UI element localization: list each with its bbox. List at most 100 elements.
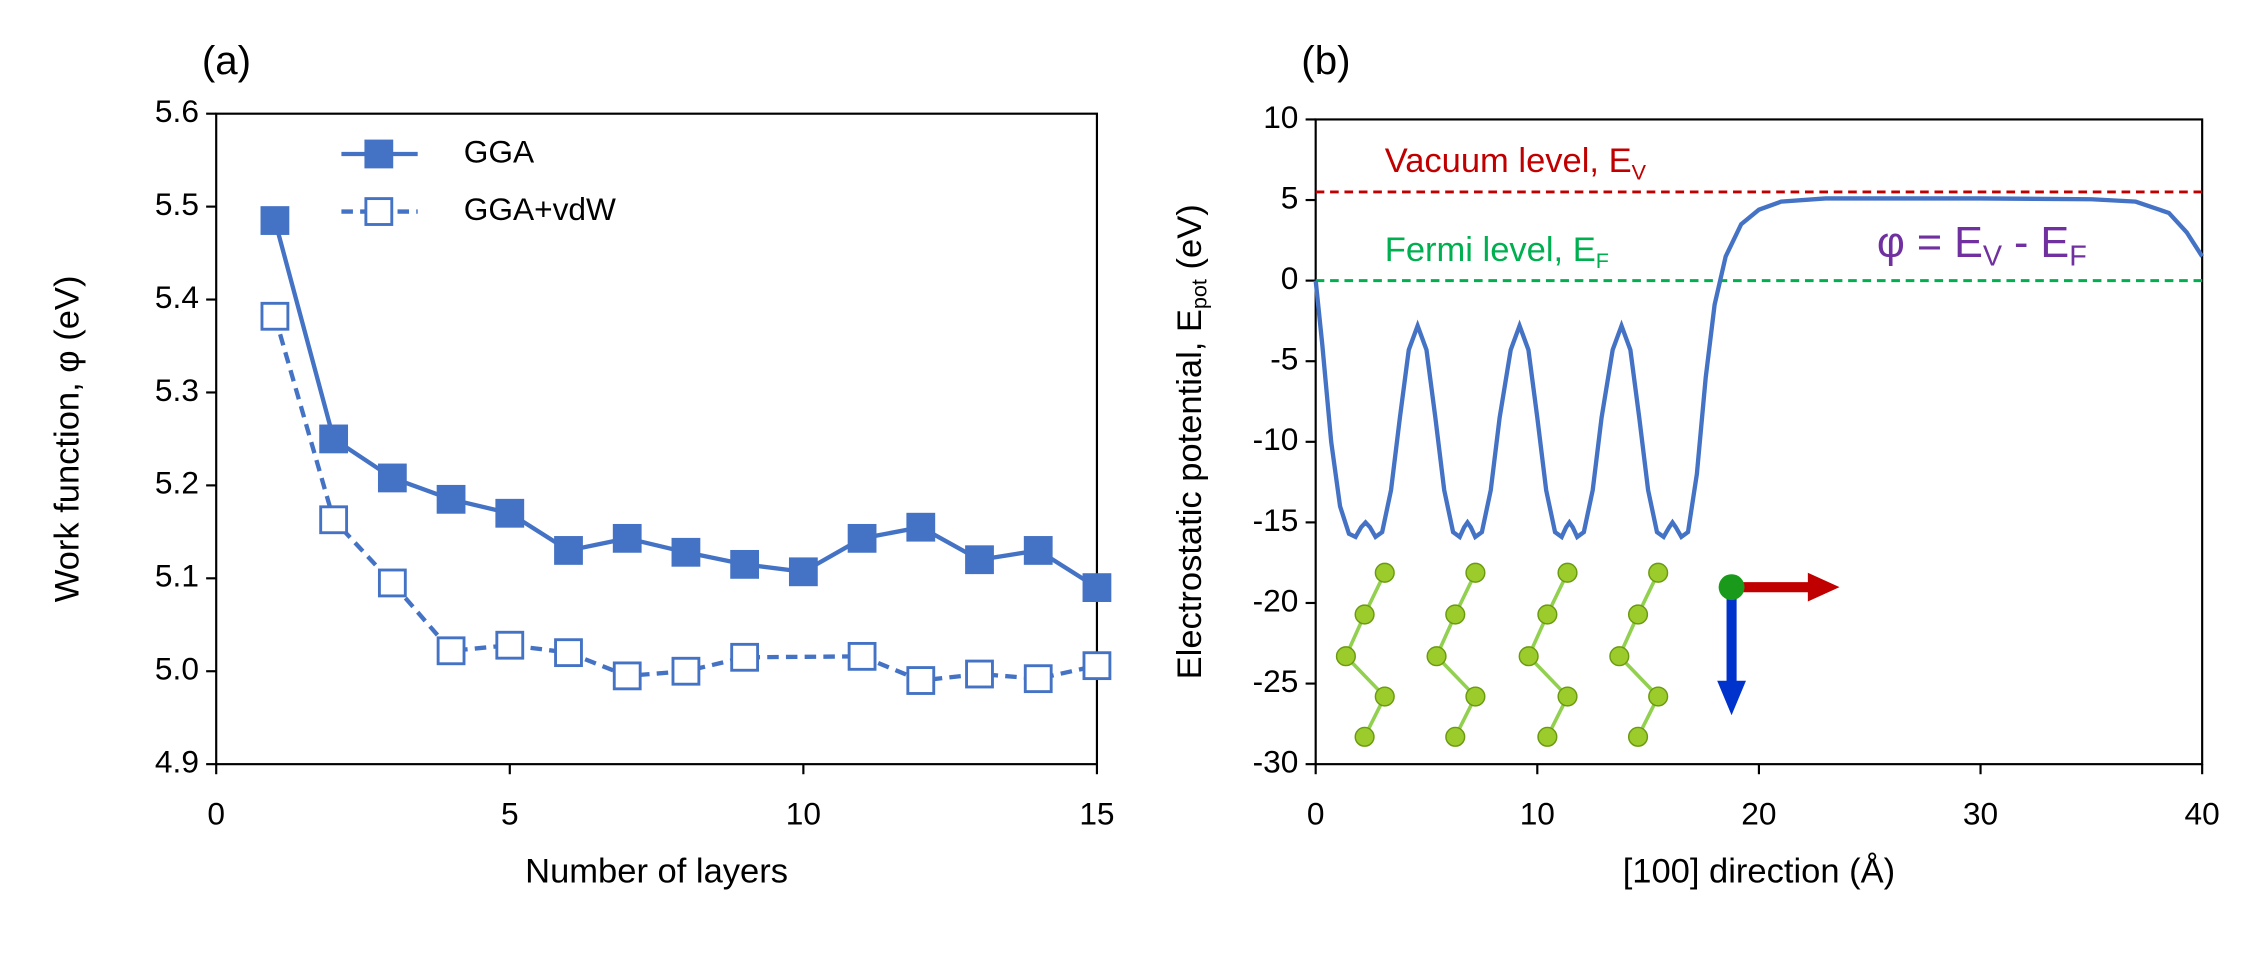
y-axis-label-part: pot [1186, 279, 1211, 309]
y-tick-label: -10 [1253, 421, 1299, 457]
series-line [1313, 196, 2204, 541]
atom [1518, 646, 1539, 667]
marker [1023, 536, 1053, 565]
x-tick-label: 40 [2185, 795, 2220, 831]
atom [1627, 604, 1649, 625]
x-tick-label: 20 [1741, 795, 1776, 831]
atom [1374, 686, 1395, 707]
marker [612, 661, 642, 691]
atom [1445, 604, 1466, 625]
panel-label: (a) [202, 38, 251, 83]
y-tick-label: 5.1 [155, 558, 199, 594]
series-line [272, 315, 1098, 683]
marker [965, 659, 994, 689]
annotation-part: V [1983, 240, 2003, 272]
y-axis-label-part: Electrostatic potential, E [1171, 309, 1209, 679]
marker [554, 536, 583, 565]
atom [1354, 604, 1375, 625]
atom [1557, 562, 1578, 583]
reference-label-part: V [1632, 159, 1647, 184]
y-axis-label-part: (eV) [1171, 204, 1209, 279]
x-tick-label: 5 [501, 795, 519, 831]
x-axis-label: [100] direction (Å) [1623, 852, 1895, 891]
marker [260, 206, 290, 235]
marker [788, 557, 818, 587]
legend-marker [364, 139, 394, 169]
y-axis-label: Electrostatic potential, Epot (eV) [1171, 204, 1211, 679]
marker [730, 549, 760, 579]
x-tick-label: 10 [1520, 795, 1555, 831]
marker [554, 638, 583, 668]
marker [495, 498, 525, 528]
y-tick-label: -30 [1253, 744, 1299, 780]
marker [436, 484, 466, 514]
reference-label-part: Fermi level, E [1385, 231, 1596, 269]
marker [671, 656, 701, 686]
legend-label: GGA+vdW [464, 191, 616, 227]
marker [319, 505, 349, 535]
atom [1354, 726, 1375, 747]
annotation: φ = EV - EF [1877, 219, 2087, 272]
panel-label: (b) [1301, 38, 1350, 83]
marker [377, 463, 407, 493]
y-tick-label: 4.9 [155, 744, 199, 780]
annotation-part: φ = E [1877, 219, 1983, 267]
y-tick-label: 5.5 [155, 186, 199, 222]
marker [1082, 573, 1112, 602]
annotation-part: - E [2002, 219, 2069, 267]
marker [612, 523, 642, 553]
reference-label: Fermi level, EF [1385, 231, 1609, 273]
atom [1374, 562, 1395, 583]
y-tick-label: 5.2 [155, 465, 199, 501]
reference-label-part: F [1596, 248, 1609, 273]
y-tick-label: 5.3 [155, 372, 199, 408]
atom [1557, 686, 1578, 707]
marker [260, 301, 290, 331]
axis-arrow-head [1717, 680, 1746, 716]
y-tick-label: -15 [1253, 502, 1299, 538]
x-tick-label: 0 [1307, 795, 1325, 831]
marker [965, 545, 994, 575]
atom [1648, 562, 1669, 583]
marker [1023, 664, 1053, 694]
y-tick-label: 5.4 [155, 279, 199, 315]
y-tick-label: 5.0 [155, 651, 199, 687]
inset-structure [1335, 562, 1840, 747]
atom [1335, 646, 1356, 667]
y-tick-label: -20 [1253, 582, 1299, 618]
atom [1609, 646, 1630, 667]
marker [906, 666, 936, 695]
atom [1627, 726, 1649, 747]
marker [671, 537, 701, 567]
marker [730, 642, 760, 672]
marker [377, 568, 407, 598]
marker [495, 630, 525, 660]
x-tick-label: 10 [786, 795, 821, 831]
y-tick-label: 5 [1281, 179, 1299, 215]
legend-label: GGA [464, 133, 535, 169]
y-tick-label: 0 [1281, 260, 1299, 296]
plot-frame [215, 112, 1099, 766]
atom [1648, 686, 1669, 707]
marker [1082, 651, 1112, 681]
reference-label-part: Vacuum level, E [1385, 142, 1632, 180]
x-tick-label: 15 [1079, 795, 1114, 831]
x-tick-label: 30 [1963, 795, 1998, 831]
y-tick-label: 5.6 [155, 93, 199, 129]
legend-marker [364, 197, 394, 226]
y-tick-label: -25 [1253, 663, 1299, 699]
marker [847, 523, 877, 553]
atom [1465, 562, 1486, 583]
marker [436, 636, 466, 666]
atom [1537, 604, 1558, 625]
atom [1537, 726, 1558, 747]
series-line [272, 219, 1099, 590]
x-axis-label: Number of layers [525, 853, 788, 891]
atom [1445, 726, 1466, 747]
y-tick-label: 10 [1263, 99, 1298, 135]
x-tick-label: 0 [207, 795, 225, 831]
atom [1426, 646, 1447, 667]
reference-label: Vacuum level, EV [1385, 142, 1647, 184]
